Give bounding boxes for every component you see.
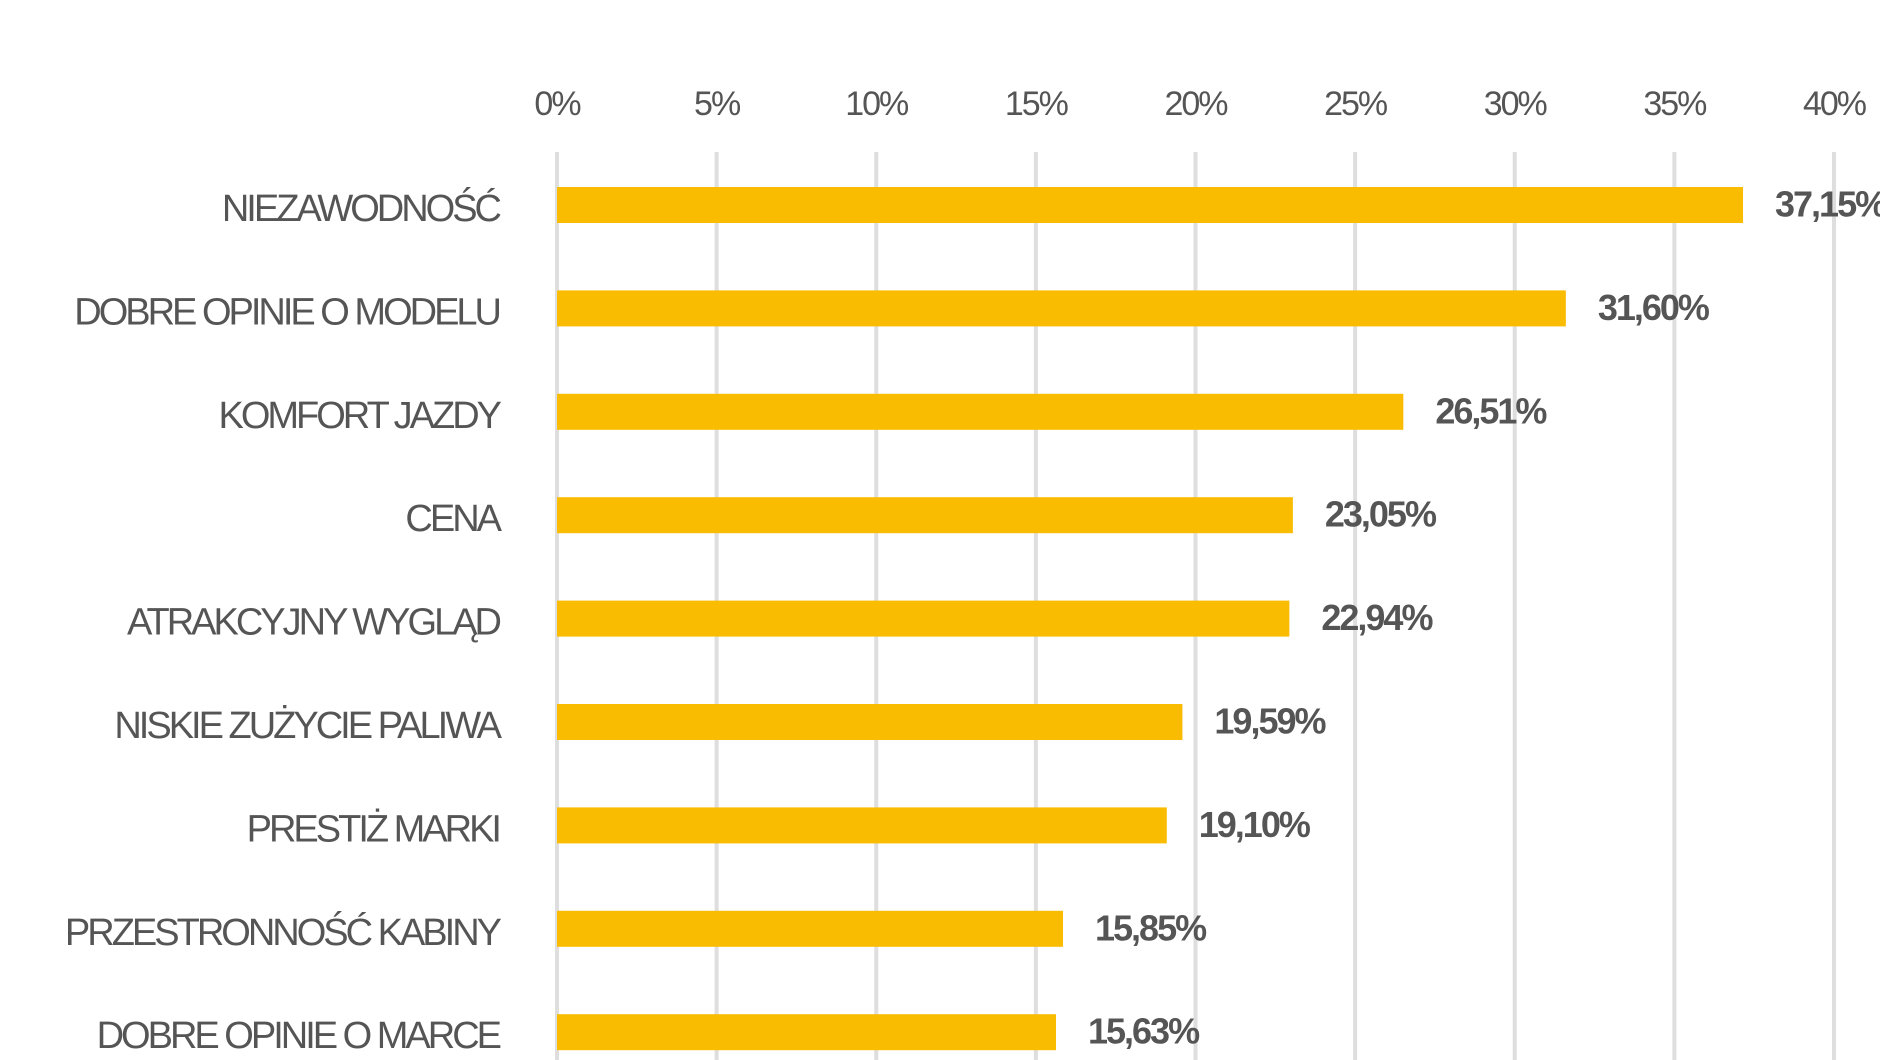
value-label: 19,10% — [1199, 804, 1311, 845]
x-tick-label: 0% — [534, 85, 581, 123]
category-label: PRZESTRONNOŚĆ KABINY — [65, 909, 502, 954]
x-tick-label: 25% — [1324, 85, 1388, 123]
value-label: 31,60% — [1598, 287, 1710, 328]
bar — [557, 600, 1290, 637]
bar — [557, 1014, 1056, 1051]
x-tick-label: 15% — [1005, 85, 1069, 123]
category-label: DOBRE OPINIE O MODELU — [74, 291, 499, 333]
category-label: ATRAKCYJNY WYGLĄD — [127, 602, 501, 644]
bar — [557, 290, 1566, 327]
x-tick-label: 30% — [1484, 85, 1548, 123]
bar — [557, 187, 1744, 223]
bar — [557, 910, 1064, 947]
x-tick-label: 5% — [694, 85, 741, 123]
value-label: 26,51% — [1435, 390, 1547, 431]
value-label: 23,05% — [1325, 494, 1437, 535]
value-label: 22,94% — [1321, 597, 1433, 638]
category-label: PRESTIŻ MARKI — [247, 807, 500, 850]
bar — [557, 497, 1293, 534]
category-label: NISKIE ZUŻYCIE PALIWA — [114, 704, 502, 747]
x-tick-label: 10% — [845, 85, 909, 123]
x-tick-label: 40% — [1803, 85, 1867, 123]
x-tick-label: 20% — [1164, 85, 1228, 123]
value-label: 15,63% — [1088, 1011, 1200, 1052]
category-label: KOMFORT JAZDY — [218, 395, 501, 437]
x-tick-label: 35% — [1643, 85, 1707, 123]
value-label: 15,85% — [1095, 907, 1207, 948]
category-label: NIEZAWODNOŚĆ — [222, 185, 501, 230]
bar — [557, 704, 1183, 740]
category-label: DOBRE OPINIE O MARCE — [97, 1015, 501, 1057]
value-label: 19,59% — [1214, 701, 1326, 742]
category-label: CENA — [405, 498, 502, 540]
bar — [557, 807, 1167, 844]
value-label: 37,15% — [1775, 184, 1880, 225]
bar — [557, 393, 1404, 430]
